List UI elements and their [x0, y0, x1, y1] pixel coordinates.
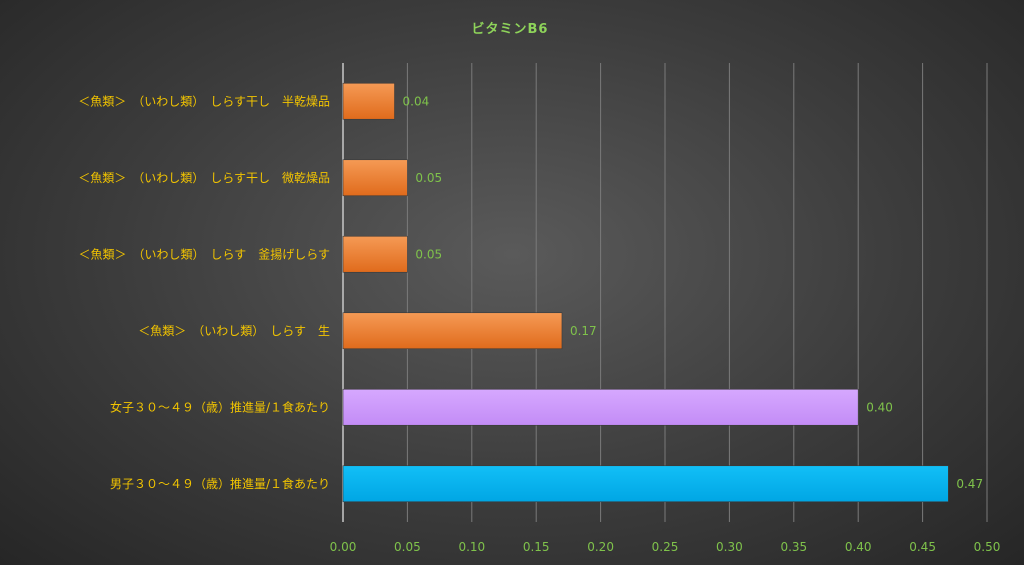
category-label: 男子３０～４９（歳）推進量/１食あたり: [110, 476, 330, 491]
x-tick-label: 0.40: [845, 540, 872, 554]
bar: [342, 159, 408, 197]
x-tick-labels: 0.00 0.05 0.10 0.15 0.20 0.25 0.30 0.35 0.40 0.45…: [330, 540, 1001, 554]
x-tick-label: 0.35: [780, 540, 807, 554]
x-tick-label: 0.45: [909, 540, 936, 554]
x-tick-label: 0.50: [974, 540, 1001, 554]
bar: [342, 312, 563, 350]
data-label: 0.05: [415, 247, 442, 261]
data-label: 0.47: [956, 477, 983, 491]
category-label: 女子３０～４９（歳）推進量/１食あたり: [110, 399, 330, 414]
x-tick-label: 0.10: [458, 540, 485, 554]
data-label: 0.05: [415, 171, 442, 185]
x-tick-label: 0.20: [587, 540, 614, 554]
x-tick-label: 0.25: [652, 540, 679, 554]
gridlines: [342, 63, 988, 522]
chart-title: ビタミンB6: [472, 21, 549, 37]
bar: [342, 465, 949, 503]
bar: [342, 235, 408, 273]
data-label: 0.40: [866, 400, 893, 414]
category-label: ＜魚類＞ （いわし類） しらす 生: [138, 324, 330, 338]
category-label: ＜魚類＞ （いわし類） しらす干し 微乾燥品: [78, 171, 330, 185]
category-label: ＜魚類＞ （いわし類） しらす 釜揚げしらす: [78, 246, 330, 261]
x-tick-label: 0.30: [716, 540, 743, 554]
x-tick-label: 0.00: [330, 540, 357, 554]
data-label: 0.04: [403, 94, 430, 108]
bar: [342, 82, 395, 120]
x-tick-label: 0.15: [523, 540, 550, 554]
bar: [342, 388, 859, 426]
category-label: ＜魚類＞ （いわし類） しらす干し 半乾燥品: [78, 94, 330, 108]
x-tick-label: 0.05: [394, 540, 421, 554]
bars: [342, 82, 949, 503]
data-labels: 0.04 0.05 0.05 0.17 0.40 0.47: [403, 94, 984, 491]
category-labels: ＜魚類＞ （いわし類） しらす干し 半乾燥品 ＜魚類＞ （いわし類） しらす干し …: [78, 94, 330, 491]
data-label: 0.17: [570, 324, 597, 338]
